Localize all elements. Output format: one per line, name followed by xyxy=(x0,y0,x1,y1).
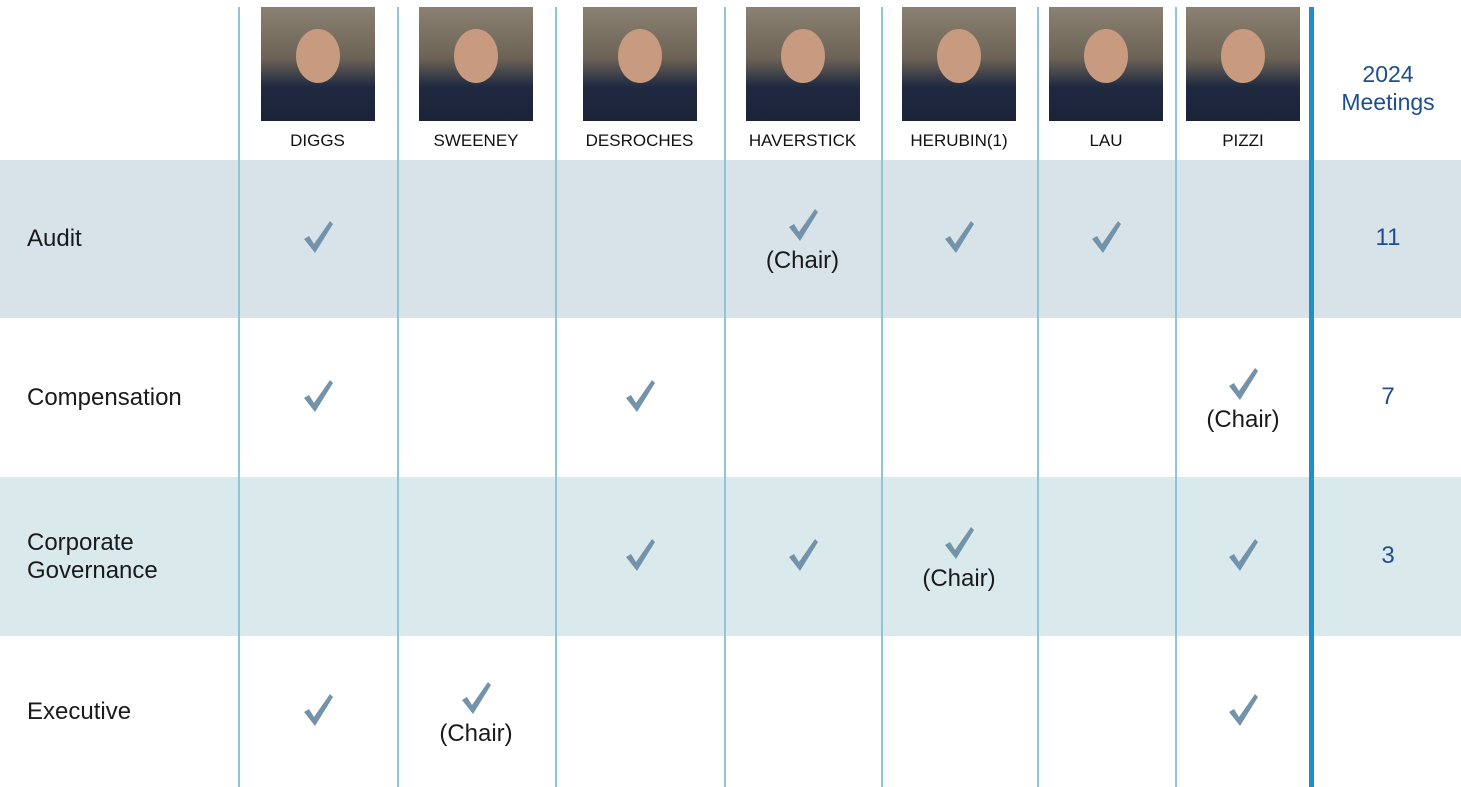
checkmark xyxy=(303,221,333,253)
director-photo xyxy=(1186,7,1300,121)
checkmark xyxy=(1229,538,1258,571)
checkmark xyxy=(625,538,655,571)
director-photo xyxy=(582,7,697,121)
meetings-header: 2024 Meetings xyxy=(1315,60,1461,116)
director-name: DIGGS xyxy=(290,131,345,150)
checkmark xyxy=(788,538,818,571)
director-name: LAU xyxy=(1089,131,1123,150)
committee-name: Compensation xyxy=(27,383,182,411)
row-background xyxy=(0,160,1461,318)
director-name: HERUBIN(1) xyxy=(910,131,1008,150)
column-divider xyxy=(1175,7,1177,787)
checkmark xyxy=(625,379,655,412)
director-name: PIZZI xyxy=(1222,131,1264,150)
meetings-divider xyxy=(1309,7,1314,787)
photo-face xyxy=(617,29,662,83)
photo-face xyxy=(454,29,498,83)
meeting-count: 11 xyxy=(1375,224,1401,251)
chair-label: (Chair) xyxy=(439,719,513,747)
column-divider xyxy=(397,7,399,787)
row-background xyxy=(0,636,1461,787)
checkmark xyxy=(945,526,974,559)
column-divider xyxy=(724,7,726,787)
photo-face xyxy=(1084,29,1128,83)
row-background xyxy=(0,318,1461,477)
director-photo xyxy=(419,7,533,121)
chair-label: (Chair) xyxy=(1206,405,1280,433)
committee-name: Executive xyxy=(27,697,132,725)
director-photo xyxy=(902,7,1016,121)
checkmark xyxy=(462,681,491,714)
photo-face xyxy=(295,29,340,83)
column-divider xyxy=(881,7,883,787)
column-divider xyxy=(238,7,240,787)
checkmark xyxy=(303,693,333,726)
photo-face xyxy=(937,29,981,83)
chair-label: (Chair) xyxy=(922,564,996,592)
director-photo xyxy=(745,7,860,121)
meeting-count: 3 xyxy=(1381,541,1395,569)
checkmark xyxy=(945,221,974,253)
row-background xyxy=(0,477,1461,636)
director-name: HAVERSTICK xyxy=(748,131,857,150)
director-photo xyxy=(1049,7,1163,121)
photo-face xyxy=(780,29,825,83)
committee-name: Corporate Governance xyxy=(27,528,158,584)
checkmark xyxy=(303,379,333,412)
meeting-count: 7 xyxy=(1381,382,1395,410)
checkmark xyxy=(1229,693,1258,726)
checkmark xyxy=(1092,221,1121,253)
chair-label: (Chair) xyxy=(765,247,840,274)
column-divider xyxy=(1037,7,1039,787)
column-divider xyxy=(555,7,557,787)
director-name: SWEENEY xyxy=(433,131,519,150)
director-photo xyxy=(260,7,375,121)
checkmark xyxy=(1229,367,1258,400)
meetings-label: 2024 Meetings xyxy=(1341,61,1435,115)
photo-face xyxy=(1221,29,1265,83)
director-name: DESROCHES xyxy=(585,131,694,150)
checkmark xyxy=(788,209,818,241)
committee-name: Audit xyxy=(27,225,82,252)
